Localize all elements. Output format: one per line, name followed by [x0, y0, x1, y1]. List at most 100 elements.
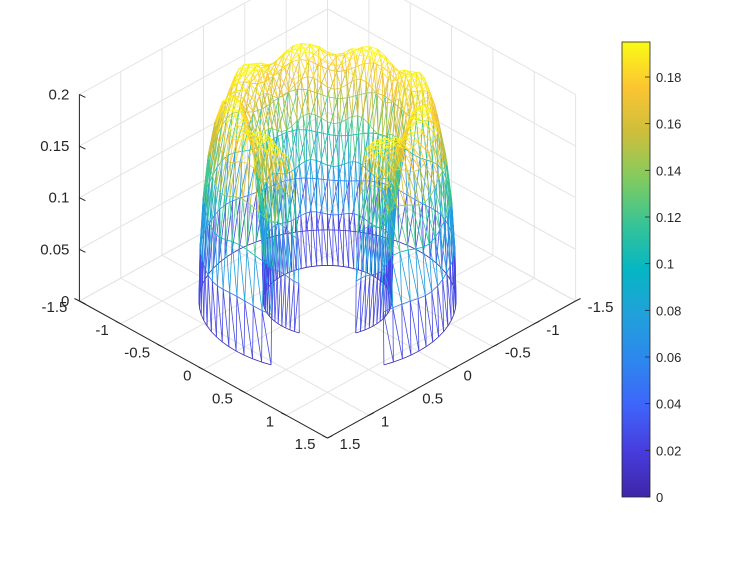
- mesh-edge: [273, 160, 279, 190]
- mesh-edge: [240, 111, 244, 121]
- mesh-edge: [347, 97, 349, 136]
- mesh-edge: [412, 109, 423, 114]
- mesh-edge: [284, 230, 288, 275]
- y-tick-label: -1: [546, 322, 559, 339]
- mesh-edge: [313, 78, 316, 115]
- mesh-edge: [377, 134, 383, 137]
- mesh-edge: [288, 50, 299, 55]
- mesh-edge: [291, 60, 302, 80]
- mesh-edge: [388, 210, 392, 257]
- mesh-edge: [359, 159, 370, 195]
- mesh-edge: [410, 91, 417, 120]
- mesh-edge: [287, 197, 291, 231]
- mesh-edge: [228, 346, 237, 352]
- mesh-edge: [338, 165, 345, 215]
- mesh-edge: [321, 117, 328, 123]
- mesh-edge: [256, 70, 264, 94]
- mesh-edge: [203, 268, 206, 321]
- mesh-edge: [252, 140, 255, 169]
- mesh-edge: [214, 192, 221, 234]
- mesh-edge: [388, 206, 398, 211]
- mesh-edge: [272, 128, 278, 131]
- mesh-edge: [282, 96, 293, 127]
- mesh-edge: [377, 49, 386, 57]
- mesh-edge: [200, 314, 205, 321]
- mesh-edge: [254, 255, 263, 311]
- mesh-edge: [430, 195, 436, 238]
- mesh-edge: [441, 166, 445, 172]
- mesh-edge: [239, 195, 249, 199]
- x-tick-label: -0.5: [124, 345, 150, 362]
- mesh-edge: [261, 261, 265, 311]
- mesh-edge: [317, 64, 319, 94]
- mesh-edge: [439, 230, 448, 273]
- mesh-edge: [383, 222, 388, 227]
- mesh-edge: [360, 278, 362, 332]
- mesh-edge: [273, 57, 282, 64]
- mesh-edge: [420, 72, 428, 92]
- mesh-edge: [431, 285, 438, 292]
- mesh-edge: [273, 269, 276, 322]
- mesh-edge: [373, 139, 380, 156]
- mesh-edge: [276, 270, 279, 324]
- mesh-edge: [229, 195, 237, 198]
- mesh-edge: [413, 83, 420, 99]
- mesh-edge: [266, 218, 276, 224]
- mesh-edge: [376, 145, 382, 151]
- mesh-edge: [372, 141, 378, 146]
- mesh-edge: [428, 153, 440, 179]
- mesh-edge: [343, 163, 346, 215]
- mesh-edge: [415, 203, 423, 250]
- mesh-edge: [261, 152, 267, 177]
- mesh-edge: [238, 68, 247, 72]
- mesh-edge: [238, 244, 248, 250]
- mesh-edge: [362, 117, 369, 124]
- mesh-edge: [362, 185, 371, 230]
- grid-line: [79, 0, 252, 95]
- mesh-edge: [261, 62, 273, 76]
- mesh-edge: [382, 78, 389, 102]
- mesh-edge: [377, 49, 382, 56]
- mesh-edge: [424, 153, 430, 164]
- mesh-edge: [210, 126, 216, 168]
- mesh-edge: [204, 268, 209, 276]
- mesh-edge: [232, 109, 236, 116]
- mesh-edge: [401, 139, 414, 148]
- mesh-edge: [229, 115, 236, 134]
- mesh-edge: [362, 141, 374, 166]
- mesh-edge: [384, 174, 389, 211]
- mesh-edge: [250, 111, 254, 120]
- mesh-edge: [371, 88, 374, 130]
- mesh-edge: [409, 301, 412, 356]
- mesh-edge: [303, 47, 313, 54]
- colorbar-tick-label: 0.12: [656, 210, 681, 225]
- mesh-edge: [272, 52, 286, 77]
- mesh-edge: [225, 239, 231, 293]
- mesh-edge: [243, 98, 252, 120]
- mesh-edge: [357, 79, 361, 116]
- mesh-edge: [422, 247, 426, 296]
- mesh-edge: [372, 323, 378, 327]
- mesh-edge: [358, 134, 360, 181]
- mesh-edge: [368, 92, 377, 133]
- mesh-edge: [284, 274, 290, 279]
- mesh-edge: [421, 121, 426, 133]
- mesh-edge: [207, 227, 212, 276]
- mesh-edge: [257, 81, 266, 85]
- mesh-edge: [291, 126, 295, 170]
- colorbar-tick-label: 0.08: [656, 303, 681, 318]
- mesh-edge: [232, 130, 241, 140]
- mesh-edge: [272, 74, 284, 97]
- mesh-edge: [395, 79, 399, 100]
- mesh-edge: [338, 163, 345, 167]
- mesh-edge: [413, 105, 424, 110]
- mesh-edge: [313, 77, 321, 83]
- mesh-edge: [316, 131, 328, 135]
- mesh-edge: [285, 327, 291, 331]
- mesh-edge: [242, 198, 251, 205]
- mesh-edge: [253, 131, 260, 135]
- mesh-edge: [240, 111, 249, 132]
- mesh-edge: [226, 109, 234, 124]
- mesh-edge: [367, 221, 369, 274]
- mesh-edge: [248, 73, 254, 82]
